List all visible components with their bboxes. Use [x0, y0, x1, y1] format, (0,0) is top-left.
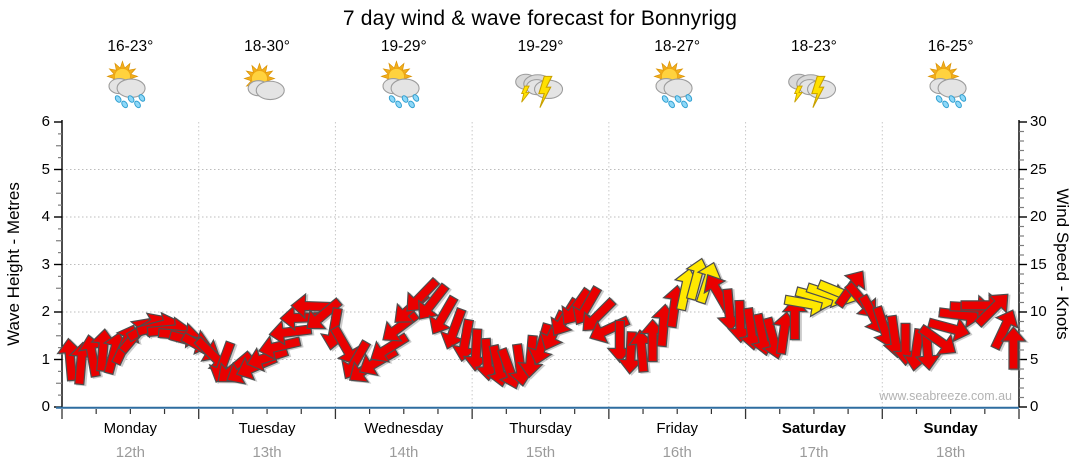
temp-range: 19-29° — [380, 38, 427, 55]
wind-arrow-series — [56, 257, 1027, 390]
day-name-label: Tuesday — [238, 420, 296, 437]
temp-range: 18-23° — [791, 38, 837, 55]
left-axis-tick-label: 5 — [41, 160, 50, 178]
left-axis-tick-label: 1 — [41, 350, 50, 368]
day-name-label: Monday — [103, 420, 158, 437]
weather-icon-wrap — [376, 60, 432, 115]
day-name-label: Wednesday — [364, 420, 444, 437]
right-axis-tick-label: 20 — [1030, 208, 1047, 225]
temp-range: 16-25° — [927, 38, 974, 55]
sun-cloud-rain-icon — [927, 60, 967, 109]
right-axis-tick-label: 0 — [1030, 398, 1039, 415]
watermark: www.seabreeze.com.au — [878, 389, 1012, 403]
day-name-label: Friday — [656, 420, 699, 437]
right-axis-tick-label: 30 — [1030, 113, 1047, 130]
right-axis-tick-label: 5 — [1030, 350, 1039, 368]
wind-arrow — [781, 296, 809, 341]
temp-range: 16-23° — [107, 38, 154, 55]
sun-cloud-icon — [243, 62, 285, 101]
wind-arrow — [527, 322, 553, 366]
wind-arrow — [990, 309, 1019, 351]
day-date-label: 16th — [662, 444, 692, 461]
day-date-label: 14th — [389, 444, 419, 461]
left-axis-tick-label: 6 — [41, 113, 50, 130]
right-axis-tick-label: 10 — [1030, 303, 1047, 320]
weather-icon-wrap — [923, 60, 979, 115]
wind-arrow — [258, 334, 302, 361]
page-title: 7 day wind & wave forecast for Bonnyrigg — [342, 7, 738, 30]
right-axis-tick-label: 25 — [1030, 160, 1047, 178]
right-axis-tick-label: 15 — [1030, 255, 1047, 273]
day-date-label: 17th — [799, 444, 829, 461]
temp-range: 19-29° — [517, 38, 564, 55]
weather-icon-wrap — [239, 60, 295, 115]
day-date-label: 15th — [525, 444, 556, 461]
wind-arrow — [246, 346, 290, 373]
day-date-label: 13th — [252, 444, 282, 461]
storm-icon — [514, 73, 563, 108]
wind-arrow — [917, 323, 957, 356]
sun-cloud-rain-icon — [380, 60, 420, 109]
wind-arrow — [974, 293, 1009, 328]
storm-icon — [788, 73, 836, 108]
weather-icon-wrap — [513, 60, 569, 115]
weather-icon-wrap — [102, 60, 158, 115]
wind-arrow — [1000, 326, 1027, 370]
wind-arrow — [418, 282, 450, 320]
left-axis-tick-label: 3 — [41, 255, 50, 273]
day-name-label: Saturday — [781, 420, 847, 437]
temp-range: 18-27° — [654, 38, 701, 55]
wind-arrow — [329, 324, 360, 366]
day-name-label: Thursday — [509, 420, 572, 437]
left-axis-tick-label: 2 — [41, 303, 50, 320]
left-axis-tick-label: 0 — [41, 398, 50, 415]
sun-cloud-rain-icon — [106, 60, 146, 109]
weather-icon-wrap — [786, 60, 842, 115]
temp-range: 18-30° — [244, 38, 290, 55]
wind-arrow — [428, 294, 459, 335]
left-axis-tick-label: 4 — [41, 208, 50, 225]
wind-arrow — [268, 319, 313, 346]
weather-icon-wrap — [649, 60, 705, 115]
sun-cloud-rain-icon — [653, 60, 693, 109]
day-date-label: 12th — [115, 444, 145, 461]
wind-arrow — [306, 297, 343, 330]
day-date-label: 18th — [936, 444, 966, 461]
day-name-label: Sunday — [923, 420, 978, 437]
